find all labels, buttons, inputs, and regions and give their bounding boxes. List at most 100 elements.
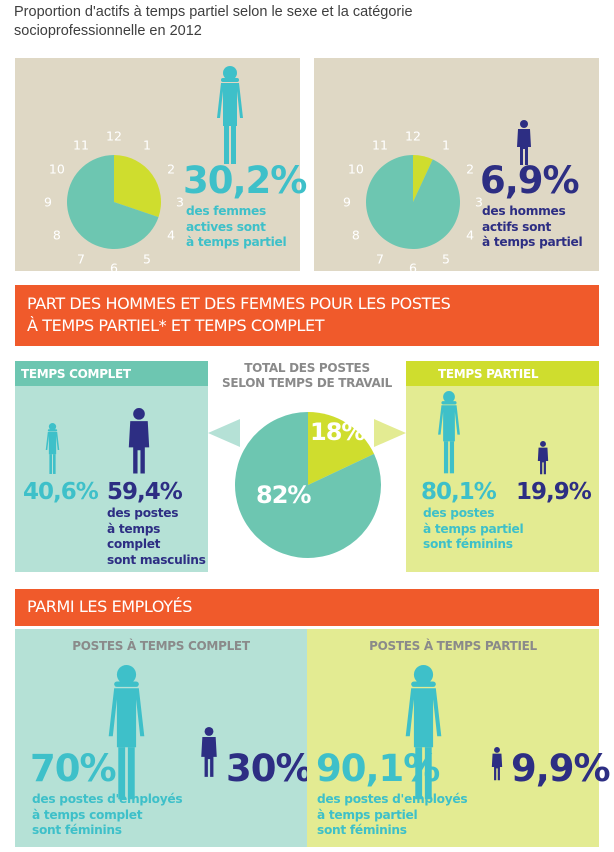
caption-line: des femmes <box>186 204 266 218</box>
caption-line: actives sont <box>186 219 266 234</box>
man-icon <box>491 747 503 781</box>
clock-number-12: 12 <box>106 129 122 144</box>
banner-line: PART DES HOMMES ET DES FEMMES POUR LES P… <box>27 294 451 313</box>
clock-number-1: 1 <box>442 137 450 152</box>
employees-full-time-panel: POSTES À TEMPS COMPLET 70% 30% des poste… <box>15 629 313 847</box>
central-pie-chart <box>208 412 406 558</box>
clock-number-12: 12 <box>405 129 421 144</box>
employees-full-time-header: POSTES À TEMPS COMPLET <box>72 639 250 653</box>
caption-line: à temps complet <box>107 521 161 552</box>
man-icon <box>201 727 217 777</box>
clock-number-3: 3 <box>176 195 184 210</box>
caption-line: des postes d'employés <box>32 792 183 806</box>
employees-full-time-men-percent: 30% <box>226 747 313 790</box>
clock-number-4: 4 <box>466 228 474 243</box>
woman-icon <box>217 66 243 164</box>
caption-line: sont féminins <box>423 537 513 551</box>
caption-line: à temps partiel <box>186 235 287 249</box>
caption-line: à temps complet <box>32 807 143 822</box>
part-time-men-percent: 19,9% <box>516 479 592 505</box>
clock-number-11: 11 <box>372 137 388 152</box>
part-time-panel: TEMPS PARTIEL 80,1% 19,9% des postes à t… <box>406 361 599 572</box>
caption-line: des hommes <box>482 204 566 218</box>
title-line-1: Proportion d'actifs à temps partiel selo… <box>14 4 413 20</box>
employees-part-time-caption: des postes d'employés à temps partiel so… <box>317 792 468 839</box>
caption-line: actifs sont <box>482 219 552 234</box>
man-icon <box>128 408 150 474</box>
women-clock-panel: 12 1 2 3 4 5 6 7 8 9 10 11 30,2% des femmes actives… <box>15 58 307 272</box>
clock-number-8: 8 <box>352 228 360 243</box>
caption-line: à temps partiel <box>482 235 583 249</box>
full-time-women-percent: 40,6% <box>23 479 99 505</box>
caption-line: à temps partiel <box>317 807 418 822</box>
caption-line: sont masculins <box>107 552 206 567</box>
clock-number-1: 1 <box>143 137 151 152</box>
caption-line: sont féminins <box>32 823 122 837</box>
clock-number-2: 2 <box>466 162 474 177</box>
full-time-caption: des postes à temps complet sont masculin… <box>107 506 208 568</box>
clock-number-6: 6 <box>409 261 417 272</box>
clock-number-7: 7 <box>77 252 85 267</box>
full-time-panel: TEMPS COMPLET 40,6% 59,4% des postes à t… <box>15 361 208 572</box>
total-full-time-slice <box>235 412 381 558</box>
caption-line: des postes d'employés <box>317 792 468 806</box>
men-part-time-slice <box>413 155 433 202</box>
caption-line: des postes <box>107 506 179 520</box>
clock-number-7: 7 <box>376 252 384 267</box>
clock-number-6: 6 <box>110 261 118 272</box>
clock-number-4: 4 <box>167 228 175 243</box>
clock-number-8: 8 <box>53 228 61 243</box>
women-panel-caption: des femmes actives sont à temps partiel <box>186 204 287 251</box>
part-time-women-percent: 80,1% <box>421 479 497 505</box>
clock-number-10: 10 <box>49 162 65 177</box>
employees-part-time-header: POSTES À TEMPS PARTIEL <box>369 639 537 653</box>
woman-icon <box>108 665 145 800</box>
title-line-2: socioprofessionnelle en 2012 <box>14 23 202 39</box>
employees-full-time-caption: des postes d'employés à temps complet so… <box>32 792 183 839</box>
clock-number-9: 9 <box>44 195 52 210</box>
employees-part-time-women-percent: 90,1% <box>316 747 440 790</box>
employees-part-time-men-percent: 9,9% <box>511 747 611 790</box>
man-icon <box>537 441 549 475</box>
full-time-header: TEMPS COMPLET <box>15 361 208 386</box>
part-time-caption: des postes à temps partiel sont féminins <box>423 506 524 553</box>
clock-number-5: 5 <box>442 252 450 267</box>
men-part-time-percent: 6,9% <box>480 159 580 202</box>
men-other-slice <box>366 155 460 249</box>
banner-line: PARMI LES EMPLOYÉS <box>27 597 193 616</box>
women-part-time-percent: 30,2% <box>183 159 307 202</box>
men-panel-caption: des hommes actifs sont à temps partiel <box>482 204 583 251</box>
woman-icon <box>438 391 460 474</box>
total-part-time-slice <box>308 412 375 485</box>
banner-line: À TEMPS PARTIEL* ET TEMPS COMPLET <box>27 316 325 335</box>
clock-number-10: 10 <box>348 162 364 177</box>
left-pointer <box>208 419 240 447</box>
women-other-slice <box>67 155 159 249</box>
woman-icon <box>45 423 60 474</box>
total-posts-pie <box>235 412 381 558</box>
caption-line: à temps partiel <box>423 521 524 536</box>
clock-number-3: 3 <box>475 195 483 210</box>
woman-icon <box>405 665 442 800</box>
employees-part-time-panel: POSTES À TEMPS PARTIEL 90,1% 9,9% des po… <box>307 629 611 847</box>
right-pointer <box>374 419 406 447</box>
men-clock-panel: 12 1 2 3 4 5 6 7 8 9 10 11 6,9% des hommes actifs s… <box>314 58 599 271</box>
clock-number-5: 5 <box>143 252 151 267</box>
title-line: SELON TEMPS DE TRAVAIL <box>222 376 392 390</box>
clock-number-2: 2 <box>167 162 175 177</box>
full-time-slice-label: 82% <box>256 481 311 509</box>
men-clock-pie <box>366 155 460 249</box>
section-banner-part-vs-full: PART DES HOMMES ET DES FEMMES POUR LES P… <box>15 285 599 346</box>
caption-line: des postes <box>423 506 495 520</box>
page-title: Proportion d'actifs à temps partiel selo… <box>14 3 604 41</box>
full-time-men-percent: 59,4% <box>107 479 183 505</box>
clock-number-9: 9 <box>343 195 351 210</box>
section-banner-employees: PARMI LES EMPLOYÉS <box>15 589 599 626</box>
employees-full-time-women-percent: 70% <box>30 747 117 790</box>
title-line: TOTAL DES POSTES <box>244 361 370 375</box>
part-time-header: TEMPS PARTIEL <box>406 361 599 386</box>
